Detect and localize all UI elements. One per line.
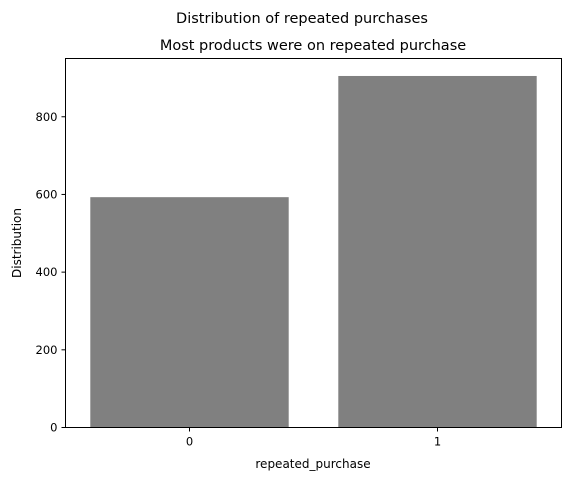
bar-0 — [90, 197, 289, 428]
plot-frame — [65, 58, 562, 428]
y-tick-label: 400 — [36, 265, 58, 279]
y-axis-ticks: 0 200 400 600 800 — [36, 110, 66, 435]
x-tick-label: 1 — [434, 435, 441, 449]
chart-title: Most products were on repeated purchase — [160, 38, 466, 54]
y-tick-label: 200 — [36, 343, 58, 357]
y-tick-label: 0 — [50, 421, 57, 435]
y-tick-label: 600 — [36, 187, 58, 201]
y-axis-label: Distribution — [10, 208, 24, 278]
x-axis-label: repeated_purchase — [255, 457, 370, 471]
x-tick-label: 0 — [186, 435, 193, 449]
bars — [90, 75, 537, 428]
y-tick-label: 800 — [36, 110, 58, 124]
chart-suptitle: Distribution of repeated purchases — [176, 11, 428, 27]
bar-1 — [338, 75, 537, 428]
